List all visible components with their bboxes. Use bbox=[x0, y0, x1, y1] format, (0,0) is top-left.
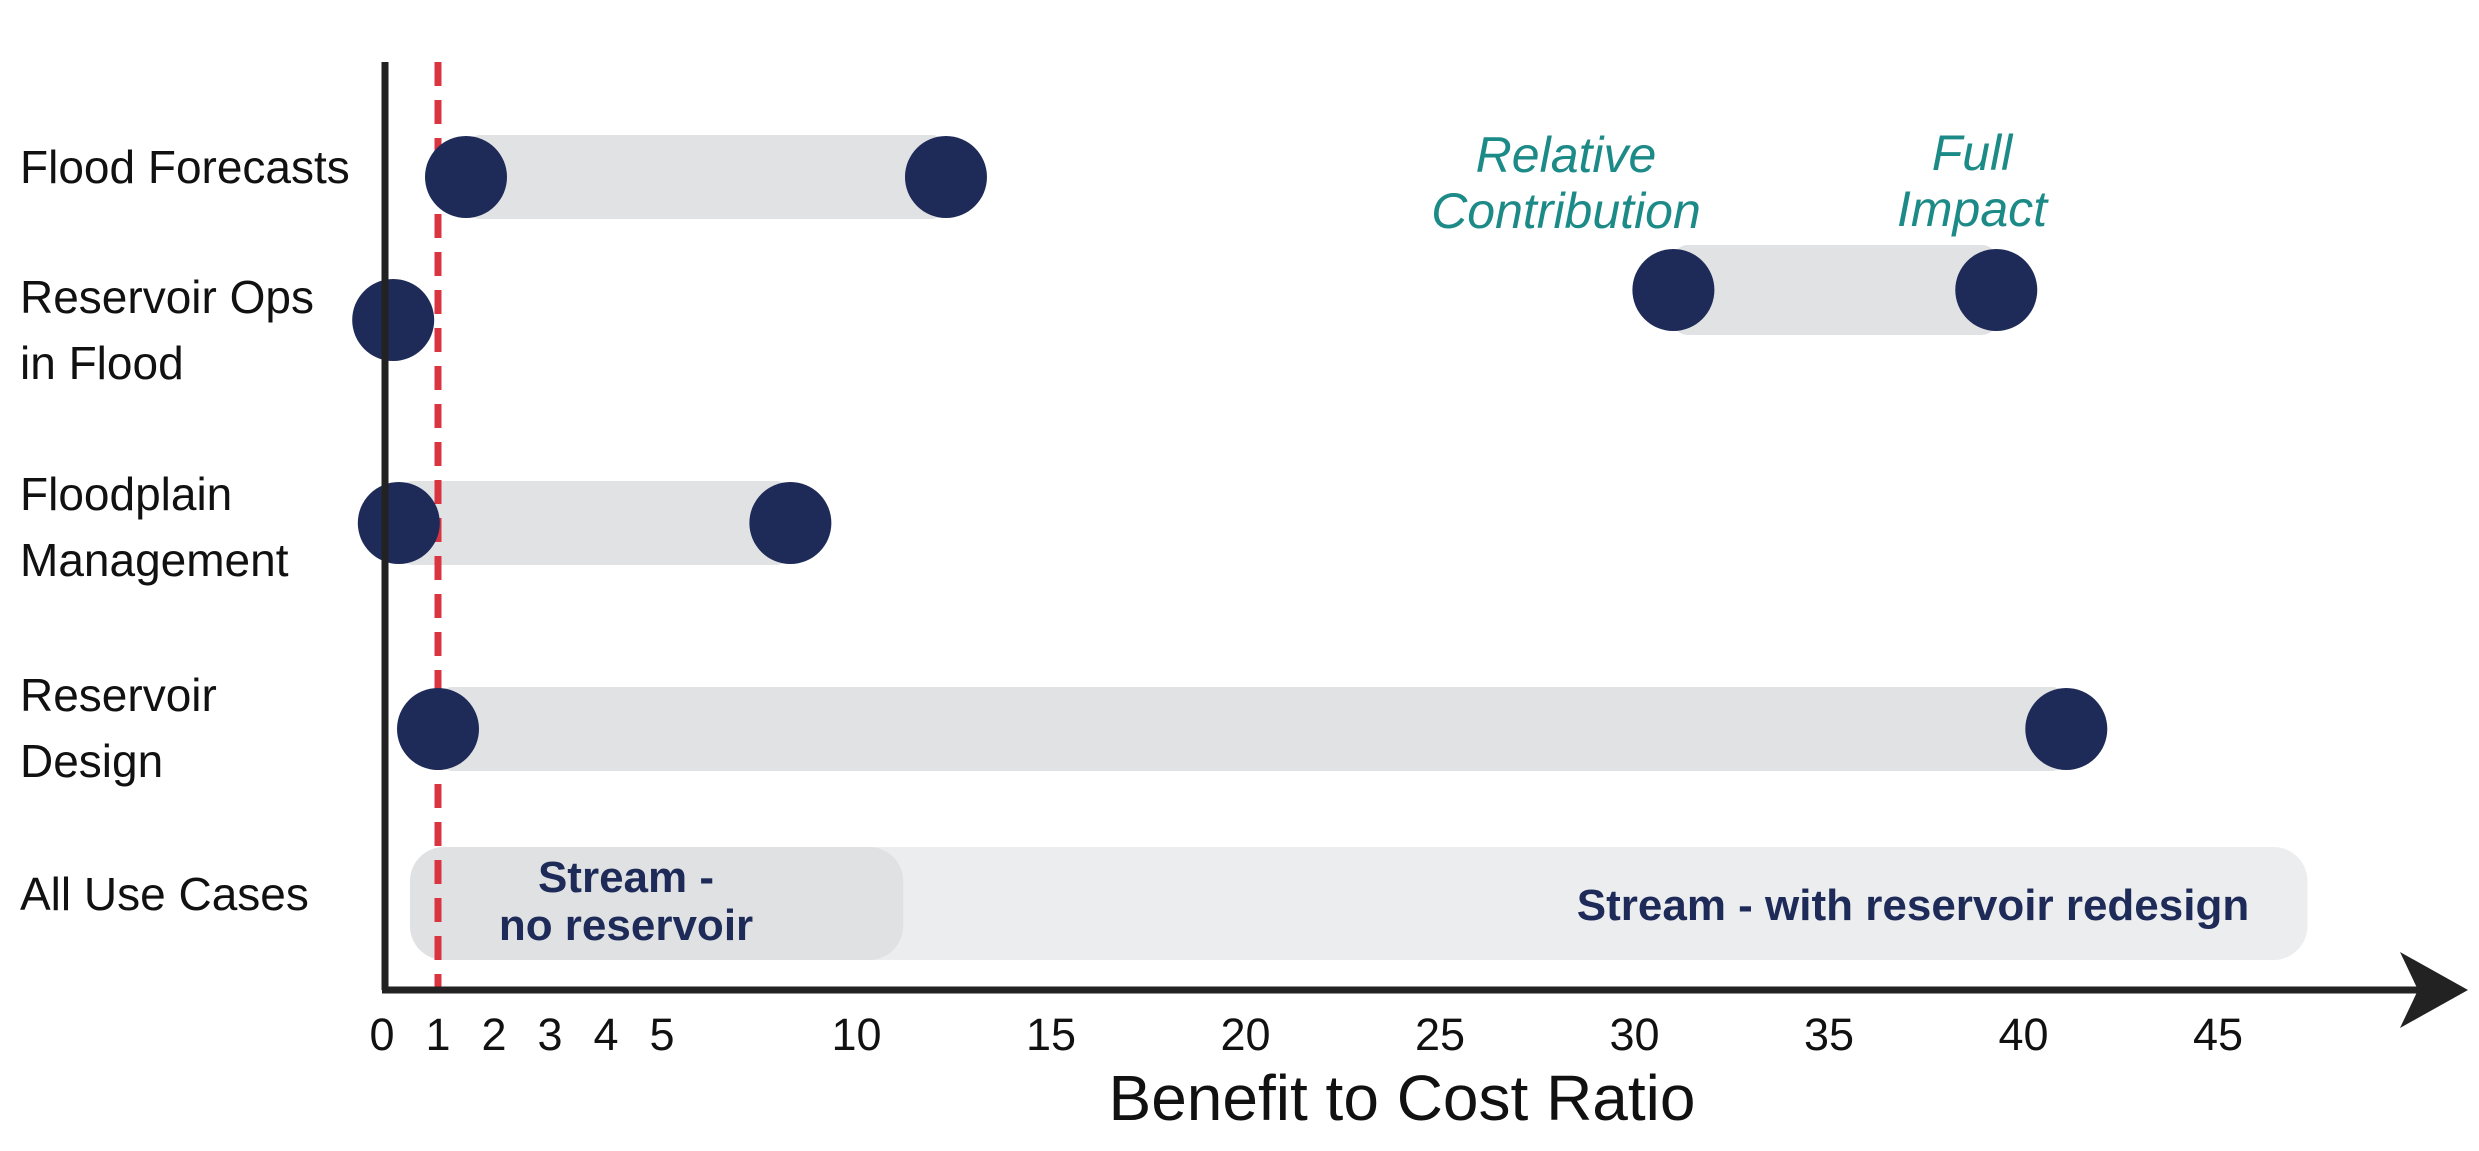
x-axis-title: Benefit to Cost Ratio bbox=[1109, 1062, 1696, 1134]
relative-contribution-dot-3 bbox=[397, 688, 479, 770]
x-tick-label-6: 10 bbox=[831, 1009, 881, 1060]
x-tick-label-0: 0 bbox=[369, 1009, 394, 1060]
full-impact-dot-2 bbox=[749, 482, 832, 564]
axes bbox=[381, 62, 2468, 1028]
x-tick-label-5: 5 bbox=[649, 1009, 674, 1060]
range-bar-0 bbox=[466, 135, 946, 219]
legend: Relative Contribution Full Impact bbox=[1431, 125, 2049, 335]
category-label-1: Reservoir Ops in Flood bbox=[20, 271, 314, 389]
x-tick-label-13: 45 bbox=[2193, 1009, 2243, 1060]
category-label-3: Reservoir Design bbox=[20, 669, 217, 787]
x-tick-label-11: 35 bbox=[1804, 1009, 1854, 1060]
x-tick-label-12: 40 bbox=[1998, 1009, 2048, 1060]
x-tick-label-1: 1 bbox=[425, 1009, 450, 1060]
category-label-2: Floodplain Management bbox=[20, 468, 289, 586]
category-label-0: Flood Forecasts bbox=[20, 141, 350, 193]
x-tick-label-9: 25 bbox=[1415, 1009, 1465, 1060]
band-label-with-reservoir-redesign: Stream - with reservoir redesign bbox=[1577, 881, 2249, 930]
category-labels: Flood Forecasts Reservoir Ops in Flood Floo… bbox=[20, 141, 350, 920]
range-bars bbox=[398, 135, 2067, 771]
relative-contribution-dot-2 bbox=[357, 482, 440, 564]
x-tick-label-3: 3 bbox=[537, 1009, 562, 1060]
range-bar-3 bbox=[438, 687, 2067, 771]
x-tick-label-8: 20 bbox=[1220, 1009, 1270, 1060]
legend-relative-dot bbox=[1632, 249, 1715, 331]
x-tick-label-2: 2 bbox=[481, 1009, 506, 1060]
x-tick-label-4: 4 bbox=[593, 1009, 618, 1060]
x-tick-label-7: 15 bbox=[1026, 1009, 1076, 1060]
relative-contribution-dot-1 bbox=[352, 279, 435, 361]
category-label-all-use-cases: All Use Cases bbox=[20, 868, 309, 920]
x-axis-arrowhead bbox=[2400, 952, 2468, 1028]
full-impact-dot-0 bbox=[904, 136, 987, 218]
x-tick-labels: 0 1 2 3 4 5 10 15 20 25 30 35 40 45 bbox=[369, 1009, 2243, 1060]
full-impact-dot-3 bbox=[2025, 688, 2108, 770]
range-bar-2 bbox=[398, 481, 791, 565]
legend-full-dot bbox=[1955, 249, 2038, 331]
legend-full-impact-label: Full Impact bbox=[1897, 125, 2049, 237]
all-use-cases-bands: Stream -no reservoir Stream - with reserv… bbox=[410, 847, 2308, 960]
legend-relative-contribution-label: Relative Contribution bbox=[1431, 127, 1701, 239]
x-tick-label-10: 30 bbox=[1609, 1009, 1659, 1060]
band-no-reservoir bbox=[410, 847, 904, 960]
range-dots bbox=[352, 136, 2108, 770]
legend-example-bar bbox=[1673, 245, 1997, 335]
relative-contribution-dot-0 bbox=[425, 136, 507, 218]
band-label-no-reservoir: Stream -no reservoir bbox=[499, 853, 753, 950]
